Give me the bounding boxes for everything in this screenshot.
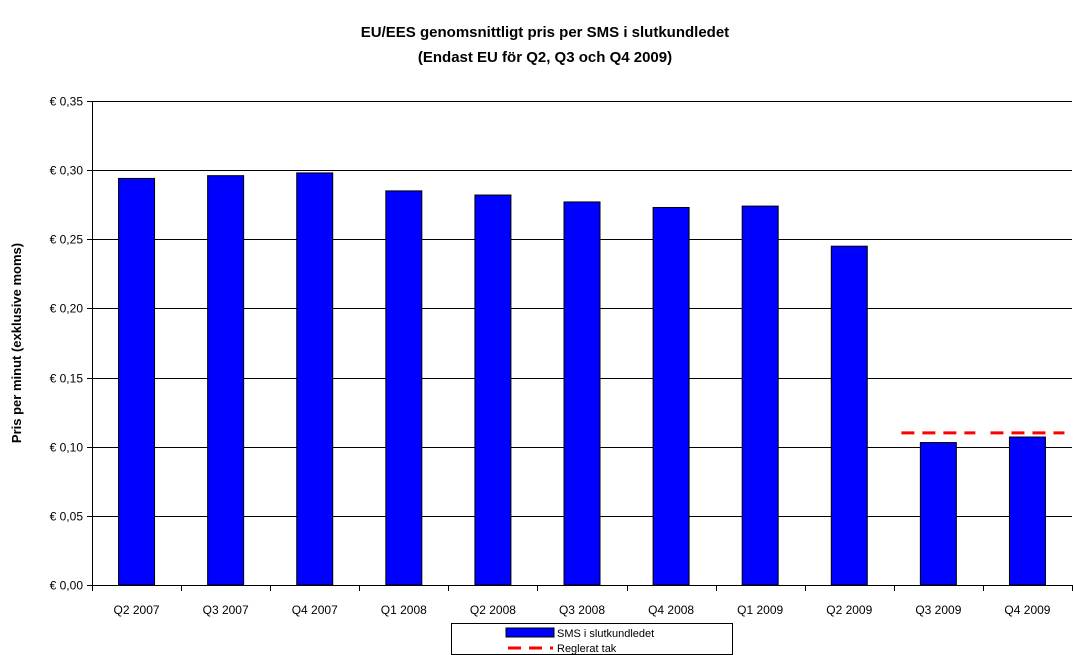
x-tick-label: Q4 2007 (292, 603, 338, 617)
legend-label-cap: Reglerat tak (557, 643, 617, 655)
chart-subtitle: (Endast EU för Q2, Q3 och Q4 2009) (418, 49, 672, 66)
x-tick-label: Q3 2007 (203, 603, 249, 617)
bar (563, 201, 601, 586)
y-tick-label: € 0,10 (50, 441, 84, 455)
bar (385, 190, 423, 586)
bar (652, 206, 690, 586)
y-tick-label: € 0,15 (50, 372, 84, 386)
bar (830, 245, 868, 586)
x-tick-label: Q1 2009 (737, 603, 783, 617)
legend-box (451, 623, 733, 655)
bar (919, 442, 957, 586)
x-tick-label: Q2 2007 (114, 603, 160, 617)
y-tick-label: € 0,30 (50, 164, 84, 178)
bars (118, 172, 1046, 586)
y-tick-label: € 0,05 (50, 510, 84, 524)
x-tick-label: Q4 2008 (648, 603, 694, 617)
bar (474, 194, 512, 586)
legend: SMS i slutkundledet Reglerat tak (451, 623, 733, 655)
y-tick-label: € 0,35 (50, 95, 84, 109)
x-tick-label: Q3 2009 (915, 603, 961, 617)
bar (207, 175, 245, 586)
bar (296, 172, 334, 586)
y-tick-label: € 0,20 (50, 302, 84, 316)
x-tick-label: Q1 2008 (381, 603, 427, 617)
bar (1008, 436, 1046, 586)
y-tick-label: € 0,00 (50, 579, 84, 593)
x-tick-label: Q3 2008 (559, 603, 605, 617)
y-axis-title: Pris per minut (exklusive moms) (9, 243, 24, 443)
legend-label-sms: SMS i slutkundledet (557, 628, 654, 640)
x-tick-label: Q2 2008 (470, 603, 516, 617)
x-tick-label: Q4 2009 (1004, 603, 1050, 617)
bar (118, 177, 156, 586)
x-tick-label: Q2 2009 (826, 603, 872, 617)
y-tick-label: € 0,25 (50, 233, 84, 247)
legend-swatch-sms (505, 627, 555, 638)
bar (741, 205, 779, 586)
chart-title: EU/EES genomsnittligt pris per SMS i slu… (361, 24, 729, 41)
axes: € 0,00 € 0,05 € 0,10 € 0,15 € 0,20 € 0,25 € 0,… (50, 95, 1073, 617)
